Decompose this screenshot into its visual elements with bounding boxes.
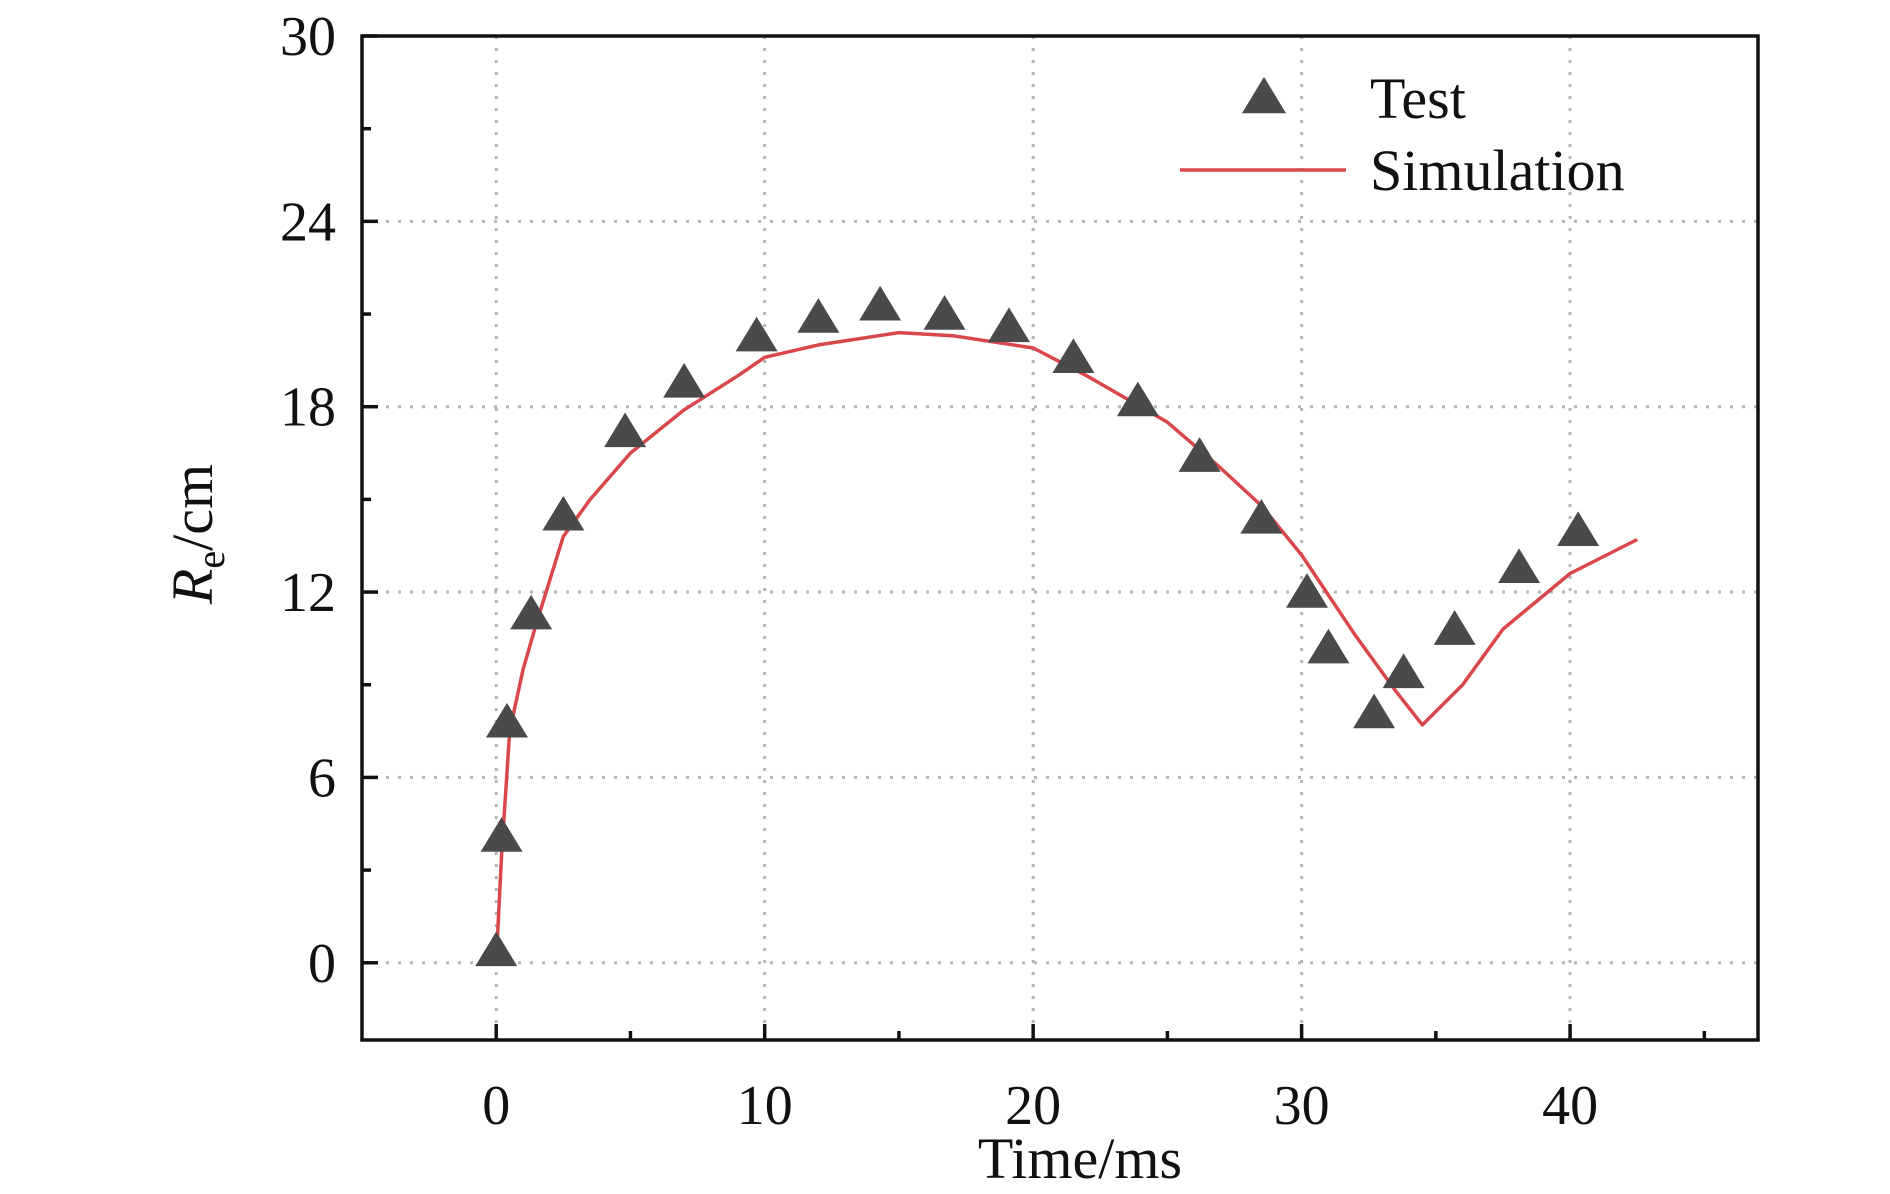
y-tick-label: 30 [280, 6, 336, 68]
test-data-point [1557, 511, 1600, 546]
test-data-point [1433, 610, 1476, 645]
y-tick-label: 24 [280, 191, 336, 253]
test-data-point [797, 298, 840, 333]
test-data-point [1052, 338, 1095, 373]
x-tick-label: 10 [737, 1075, 793, 1137]
y-axis-title-symbol: R [160, 569, 225, 605]
plot-frame [360, 34, 1760, 1042]
test-data-point [987, 307, 1030, 343]
test-data-point [1307, 628, 1350, 664]
test-data-point [604, 412, 647, 448]
test-data-point [542, 495, 585, 531]
test-data-point [1178, 437, 1221, 472]
plot-series [475, 285, 1638, 967]
x-tick-label: 30 [1274, 1075, 1330, 1137]
axis-ticks [362, 34, 1707, 1040]
y-tick-label: 6 [308, 747, 336, 809]
test-data-point [1353, 693, 1396, 729]
legend-test-label: Test [1370, 66, 1466, 131]
y-axis-title-subscript: e [188, 551, 233, 569]
test-data-point [485, 702, 528, 738]
x-tick-label: 40 [1542, 1075, 1598, 1137]
test-data-point [859, 285, 902, 321]
test-data-point [1116, 381, 1159, 417]
x-tick-label: 20 [1005, 1075, 1061, 1137]
legend-simulation-label: Simulation [1370, 138, 1625, 203]
test-data-point [475, 931, 518, 967]
y-tick-label: 0 [308, 933, 336, 995]
grid-lines [362, 36, 1758, 1040]
tick-labels: 0 10 20 30 40 0 6 12 18 24 30 [280, 6, 1598, 1137]
test-data-point [510, 594, 553, 630]
y-tick-label: 12 [280, 562, 336, 624]
test-data-point [480, 817, 523, 852]
test-data-point [1285, 573, 1328, 608]
y-axis-title: Re/cm [160, 464, 233, 605]
legend-test-marker [1242, 76, 1286, 114]
y-axis-title-unit: /cm [160, 464, 225, 551]
test-data-point [923, 295, 966, 330]
test-data-point [663, 363, 706, 398]
test-data-point [1240, 498, 1283, 534]
y-tick-label: 18 [280, 377, 336, 439]
x-axis-title: Time/ms [978, 1126, 1182, 1191]
test-data-point [735, 316, 778, 352]
test-data-point [1498, 548, 1541, 584]
x-tick-label: 0 [482, 1075, 510, 1137]
simulation-line [494, 330, 1638, 963]
legend: Test Simulation [1180, 66, 1625, 203]
test-data-point [1382, 653, 1425, 689]
